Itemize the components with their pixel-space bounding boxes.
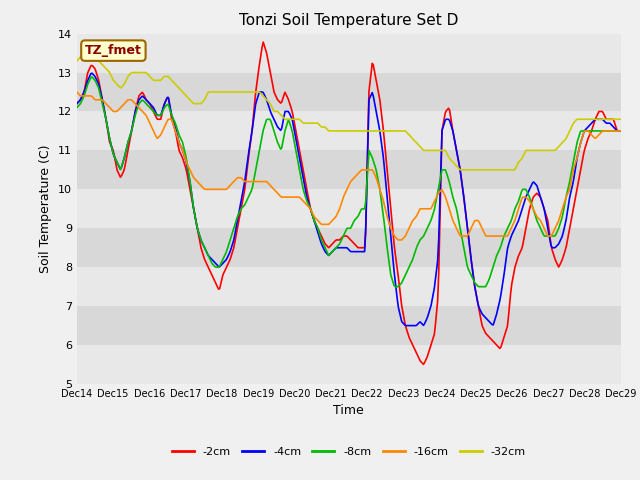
Bar	[77, 34, 621, 72]
Bar	[77, 189, 621, 228]
Y-axis label: Soil Temperature (C): Soil Temperature (C)	[39, 144, 52, 273]
Bar	[77, 267, 621, 306]
X-axis label: Time: Time	[333, 405, 364, 418]
Title: Tonzi Soil Temperature Set D: Tonzi Soil Temperature Set D	[239, 13, 458, 28]
Bar	[77, 345, 621, 384]
Bar	[77, 111, 621, 150]
Legend: -2cm, -4cm, -8cm, -16cm, -32cm: -2cm, -4cm, -8cm, -16cm, -32cm	[167, 442, 531, 461]
Text: TZ_fmet: TZ_fmet	[85, 44, 142, 57]
